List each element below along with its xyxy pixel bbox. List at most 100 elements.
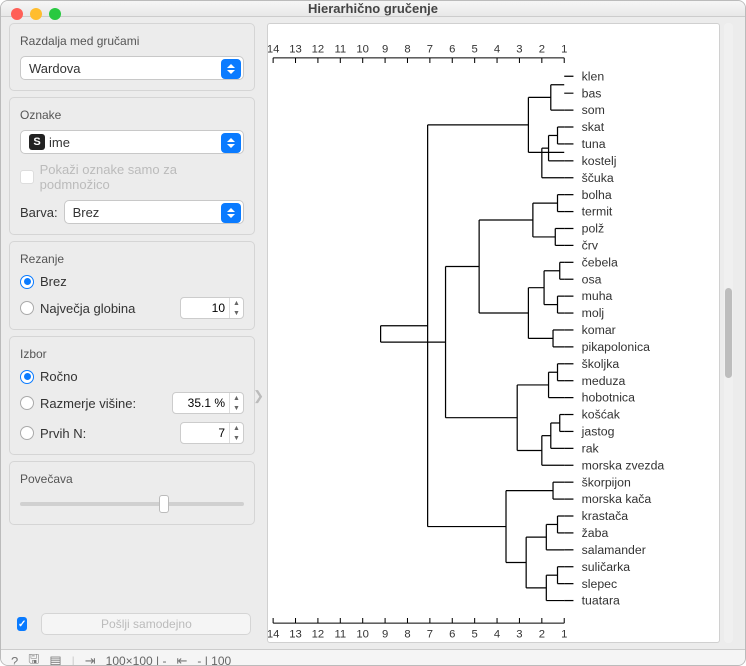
send-button: Pošlji samodejno bbox=[41, 613, 251, 635]
pruning-maxdepth-row[interactable]: Največja globina ▲▼ bbox=[20, 297, 244, 319]
annotation-group: Oznake S ime Pokaži oznake samo za podmn… bbox=[9, 97, 255, 235]
svg-text:2: 2 bbox=[539, 44, 545, 56]
report-icon[interactable]: ▤ bbox=[49, 653, 61, 666]
ratio-input[interactable] bbox=[173, 393, 229, 413]
pruning-none-label: Brez bbox=[40, 274, 67, 289]
save-icon[interactable]: 🖫 bbox=[28, 650, 39, 666]
expand-chevron-icon[interactable]: ❯ bbox=[253, 388, 263, 404]
color-select[interactable]: Brez bbox=[64, 200, 244, 224]
zoom-slider[interactable] bbox=[20, 494, 244, 514]
window: Hierarhično gručenje Razdalja med gručam… bbox=[0, 0, 746, 666]
topn-label: Prvih N: bbox=[40, 426, 86, 441]
svg-text:4: 4 bbox=[494, 44, 500, 56]
svg-text:10: 10 bbox=[356, 44, 369, 56]
annotation-label: Oznake bbox=[20, 108, 244, 122]
svg-text:9: 9 bbox=[382, 628, 388, 640]
window-controls bbox=[11, 8, 61, 20]
svg-text:črv: črv bbox=[582, 239, 599, 253]
ratio-radio[interactable] bbox=[20, 396, 34, 410]
scrollbar-thumb[interactable] bbox=[725, 288, 732, 378]
send-row: Pošlji samodejno bbox=[9, 609, 255, 643]
svg-text:polž: polž bbox=[582, 222, 605, 236]
svg-text:školjka: školjka bbox=[582, 357, 620, 371]
close-icon[interactable] bbox=[11, 8, 23, 20]
annotation-select[interactable]: S ime bbox=[20, 130, 244, 154]
zoom-icon[interactable] bbox=[49, 8, 61, 20]
subset-checkbox-row: Pokaži oznake samo za podmnožico bbox=[20, 162, 244, 192]
linkage-select[interactable]: Wardova bbox=[20, 56, 244, 80]
color-label: Barva: bbox=[20, 205, 58, 220]
svg-text:tuatara: tuatara bbox=[582, 594, 620, 608]
pruning-group: Rezanje Brez Največja globina ▲▼ bbox=[9, 241, 255, 330]
selection-manual-row[interactable]: Ročno bbox=[20, 369, 244, 384]
svg-text:6: 6 bbox=[449, 628, 455, 640]
zoom-group: Povečava bbox=[9, 461, 255, 525]
svg-text:pikapolonica: pikapolonica bbox=[582, 340, 650, 354]
selection-label: Izbor bbox=[20, 347, 244, 361]
svg-text:7: 7 bbox=[427, 628, 433, 640]
svg-text:14: 14 bbox=[268, 44, 279, 56]
selection-topn-row[interactable]: Prvih N: ▲▼ bbox=[20, 422, 244, 444]
auto-send-checkbox[interactable] bbox=[17, 617, 27, 631]
color-row: Barva: Brez bbox=[20, 200, 244, 224]
topn-radio[interactable] bbox=[20, 426, 34, 440]
svg-text:13: 13 bbox=[289, 44, 302, 56]
step-up-icon[interactable]: ▲ bbox=[230, 298, 243, 308]
vertical-scrollbar[interactable] bbox=[724, 23, 733, 643]
svg-text:1: 1 bbox=[561, 44, 567, 56]
selection-group: ❯ Izbor Ročno Razmerje višine: ▲▼ bbox=[9, 336, 255, 455]
status-bar: ? 🖫 ▤ | ⇥ 100×100 | - ⇤ - | 100 bbox=[1, 649, 745, 666]
svg-text:7: 7 bbox=[427, 44, 433, 56]
svg-text:žaba: žaba bbox=[582, 526, 609, 540]
subset-checkbox-label: Pokaži oznake samo za podmnožico bbox=[40, 162, 244, 192]
step-up-icon[interactable]: ▲ bbox=[230, 393, 243, 403]
manual-radio[interactable] bbox=[20, 370, 34, 384]
svg-text:klen: klen bbox=[582, 69, 605, 83]
sidebar: Razdalja med gručami Wardova Oznake S im… bbox=[1, 17, 263, 649]
chevron-updown-icon bbox=[221, 59, 241, 79]
linkage-label: Razdalja med gručami bbox=[20, 34, 244, 48]
selection-ratio-row[interactable]: Razmerje višine: ▲▼ bbox=[20, 392, 244, 414]
topn-input[interactable] bbox=[181, 423, 229, 443]
slider-knob[interactable] bbox=[159, 495, 169, 513]
topn-spinbox[interactable]: ▲▼ bbox=[180, 422, 244, 444]
ratio-spinbox[interactable]: ▲▼ bbox=[172, 392, 244, 414]
svg-text:4: 4 bbox=[494, 628, 500, 640]
svg-text:salamander: salamander bbox=[582, 543, 646, 557]
svg-text:slepec: slepec bbox=[582, 577, 618, 591]
svg-text:suličarka: suličarka bbox=[582, 560, 631, 574]
pruning-none-row[interactable]: Brez bbox=[20, 274, 244, 289]
svg-text:muha: muha bbox=[582, 289, 613, 303]
color-value: Brez bbox=[73, 205, 100, 220]
svg-text:12: 12 bbox=[312, 44, 325, 56]
window-title: Hierarhično gručenje bbox=[308, 1, 438, 16]
svg-text:rak: rak bbox=[582, 441, 600, 455]
svg-text:ščuka: ščuka bbox=[582, 171, 614, 185]
svg-text:3: 3 bbox=[516, 44, 522, 56]
minimize-icon[interactable] bbox=[30, 8, 42, 20]
svg-text:krastača: krastača bbox=[582, 509, 629, 523]
svg-text:košćak: košćak bbox=[582, 408, 621, 422]
dendrogram-canvas[interactable]: 14131211109876543211413121110987654321kl… bbox=[267, 23, 720, 643]
help-icon[interactable]: ? bbox=[11, 654, 18, 666]
svg-text:meduza: meduza bbox=[582, 374, 626, 388]
svg-text:hobotnica: hobotnica bbox=[582, 391, 635, 405]
svg-text:3: 3 bbox=[516, 628, 522, 640]
svg-text:jastog: jastog bbox=[581, 425, 615, 439]
status-input: 100×100 | - bbox=[106, 654, 167, 666]
annotation-value: ime bbox=[49, 135, 70, 150]
maxdepth-input[interactable] bbox=[181, 298, 229, 318]
titlebar[interactable]: Hierarhično gručenje bbox=[1, 1, 745, 17]
svg-text:8: 8 bbox=[404, 628, 410, 640]
pruning-label: Rezanje bbox=[20, 252, 244, 266]
pruning-none-radio[interactable] bbox=[20, 275, 34, 289]
output-icon: ⇤ bbox=[176, 653, 187, 666]
step-down-icon[interactable]: ▼ bbox=[230, 308, 243, 318]
step-down-icon[interactable]: ▼ bbox=[230, 403, 243, 413]
step-up-icon[interactable]: ▲ bbox=[230, 423, 243, 433]
step-down-icon[interactable]: ▼ bbox=[230, 433, 243, 443]
maxdepth-spinbox[interactable]: ▲▼ bbox=[180, 297, 244, 319]
linkage-group: Razdalja med gručami Wardova bbox=[9, 23, 255, 91]
pruning-maxdepth-radio[interactable] bbox=[20, 301, 34, 315]
main-area: 14131211109876543211413121110987654321kl… bbox=[263, 17, 745, 649]
